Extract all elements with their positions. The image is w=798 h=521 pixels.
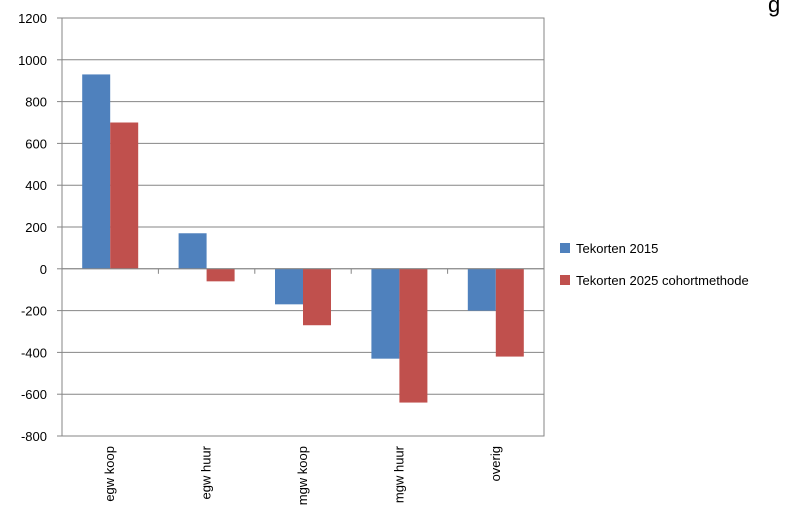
legend-label: Tekorten 2025 cohortmethode (576, 273, 749, 288)
bar-1 (467, 268, 496, 311)
bar-2 (303, 268, 331, 326)
y-tick-label: -200 (21, 304, 47, 319)
y-tick-label: 800 (25, 95, 47, 110)
y-axis-tick-labels: 1200 1000 800 600 400 200 0 -200 -400 -600 -800 (18, 11, 47, 444)
bars (82, 74, 524, 403)
bar-1 (371, 268, 400, 359)
bar-1 (275, 268, 303, 305)
y-tick-label: 1000 (18, 53, 47, 68)
axes (57, 17, 545, 437)
x-category-label: mgw koop (295, 446, 310, 505)
legend-swatch (560, 275, 570, 285)
x-category-label: mgw huur (391, 445, 406, 503)
y-tick-label: 200 (25, 220, 47, 235)
x-category-label: overig (488, 446, 503, 481)
legend-swatch (560, 243, 570, 253)
x-category-label: egw koop (102, 446, 117, 502)
y-tick-label: 0 (40, 262, 47, 277)
y-tick-label: -400 (21, 345, 47, 360)
y-tick-label: -800 (21, 429, 47, 444)
bar-2 (206, 268, 235, 282)
chart-title-fragment: g (768, 0, 780, 17)
bar-1 (178, 233, 207, 269)
bar-2 (399, 268, 428, 403)
y-tick-label: 1200 (18, 11, 47, 26)
x-category-label: egw huur (199, 445, 214, 499)
legend: Tekorten 2015 Tekorten 2025 cohortmethode (560, 241, 749, 288)
x-axis-category-labels: egw koop egw huur mgw koop mgw huur overig (102, 445, 503, 505)
y-tick-label: 600 (25, 136, 47, 151)
legend-label: Tekorten 2015 (576, 241, 658, 256)
bar-2 (495, 268, 524, 357)
y-tick-label: 400 (25, 178, 47, 193)
bar-1 (82, 74, 111, 269)
bar-2 (110, 122, 139, 269)
y-tick-label: -600 (21, 387, 47, 402)
